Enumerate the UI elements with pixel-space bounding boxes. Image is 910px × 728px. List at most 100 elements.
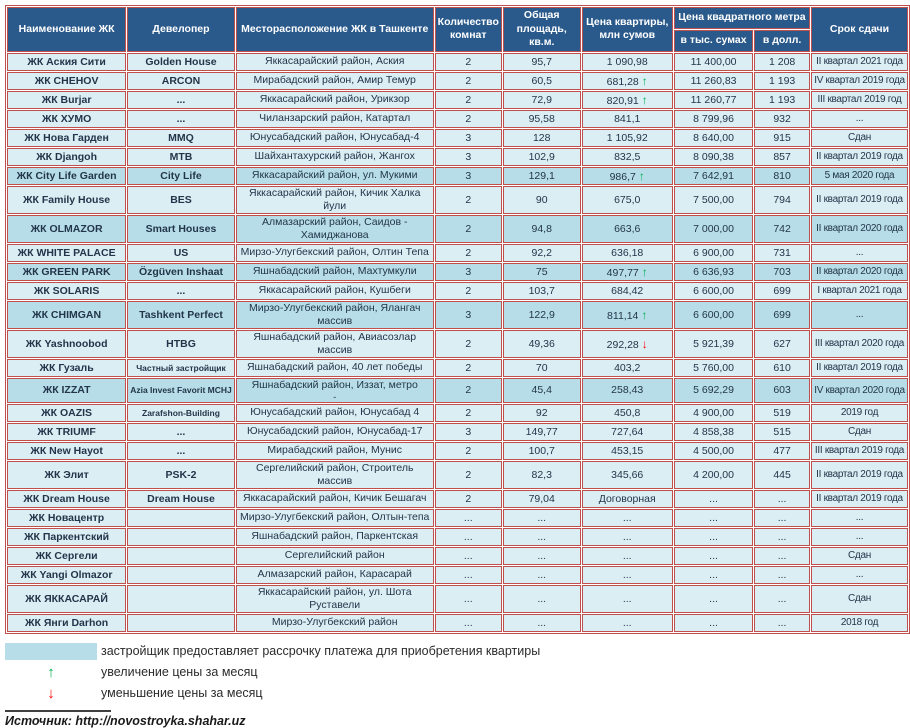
cell-area: ... <box>502 613 581 632</box>
cell-price-per-sqm-usd: ... <box>754 489 810 508</box>
cell-developer: Smart Houses <box>127 214 235 243</box>
cell-price-per-sqm-sum: ... <box>673 584 754 613</box>
cell-price-per-sqm-sum: 8 799,96 <box>673 109 754 128</box>
cell-deadline: Сдан <box>810 546 908 565</box>
cell-price-per-sqm-usd: 794 <box>754 185 810 214</box>
cell-deadline: III квартал 2019 года <box>810 441 908 460</box>
cell-complex-name: ЖК Burjar <box>7 90 127 109</box>
cell-price: 1 090,98 <box>581 52 673 71</box>
table-row: ЖК IZZAT Azia Invest Favorit MCHJ Яшнаба… <box>7 377 908 403</box>
cell-rooms: 3 <box>434 128 502 147</box>
cell-price: 497,77 ↑ <box>581 262 673 281</box>
cell-price-per-sqm-sum: 7 000,00 <box>673 214 754 243</box>
housing-complex-table: Наименование ЖК Девелопер Месторасположе… <box>5 5 910 634</box>
cell-price: 453,15 <box>581 441 673 460</box>
table-row: ЖК ХУМО ... Чиланзарский район, Катартал… <box>7 109 908 128</box>
header-location: Месторасположение ЖК в Ташкенте <box>235 7 434 52</box>
cell-price-per-sqm-sum: 4 500,00 <box>673 441 754 460</box>
cell-deadline: II квартал 2019 года <box>810 489 908 508</box>
cell-price-per-sqm-sum: 4 858,38 <box>673 422 754 441</box>
cell-price-per-sqm-sum: ... <box>673 613 754 632</box>
cell-location: Юнусабадский район, Юнусабад-17 <box>235 422 434 441</box>
table-row: ЖК CHEHOV ARCON Мирабадский район, Амир … <box>7 71 908 90</box>
table-row: ЖК Элит PSK-2 Сергелийский район, Строит… <box>7 460 908 489</box>
table-row: ЖК Гузаль Частный застройщик Яшнабадский… <box>7 358 908 377</box>
cell-price: Договорная <box>581 489 673 508</box>
table-row: ЖК Burjar ... Яккасарайский район, Урикз… <box>7 90 908 109</box>
cell-developer: Tashkent Perfect <box>127 300 235 329</box>
cell-price-per-sqm-usd: ... <box>754 613 810 632</box>
cell-price-per-sqm-sum: 6 900,00 <box>673 243 754 262</box>
cell-deadline: 5 мая 2020 года <box>810 166 908 185</box>
table-row: ЖК GREEN PARK Özgüven Inshaat Яшнабадски… <box>7 262 908 281</box>
cell-price-per-sqm-usd: 857 <box>754 147 810 166</box>
cell-price-per-sqm-sum: 7 500,00 <box>673 185 754 214</box>
cell-complex-name: ЖК Гузаль <box>7 358 127 377</box>
table-row: ЖК Family House BES Яккасарайский район,… <box>7 185 908 214</box>
cell-price: 832,5 <box>581 147 673 166</box>
cell-price-per-sqm-usd: 699 <box>754 281 810 300</box>
arrow-down-icon: ↓ <box>641 336 648 351</box>
cell-area: 95,7 <box>502 52 581 71</box>
cell-developer <box>127 613 235 632</box>
cell-complex-name: ЖК ЯККАСАРАЙ <box>7 584 127 613</box>
cell-price: 292,28 ↓ <box>581 329 673 358</box>
cell-rooms: ... <box>434 584 502 613</box>
header-area: Общая площадь, кв.м. <box>502 7 581 52</box>
cell-rooms: ... <box>434 527 502 546</box>
cell-developer <box>127 565 235 584</box>
table-row: ЖК TRIUMF ... Юнусабадский район, Юнусаб… <box>7 422 908 441</box>
legend-price-up-row: ↑ увеличение цены за месяц <box>5 664 910 681</box>
cell-area: 95,58 <box>502 109 581 128</box>
table-header: Наименование ЖК Девелопер Месторасположе… <box>7 7 908 52</box>
arrow-up-icon: ↑ <box>641 307 648 322</box>
cell-developer: Dream House <box>127 489 235 508</box>
cell-deadline: ... <box>810 565 908 584</box>
cell-price-per-sqm-usd: 742 <box>754 214 810 243</box>
cell-complex-name: ЖК CHEHOV <box>7 71 127 90</box>
cell-price-per-sqm-sum: 7 642,91 <box>673 166 754 185</box>
cell-price: 258,43 <box>581 377 673 403</box>
cell-location: Алмазарский район, Саидов - Хамиджанова <box>235 214 434 243</box>
cell-deadline: I квартал 2021 года <box>810 281 908 300</box>
cell-complex-name: ЖК Янги Darhon <box>7 613 127 632</box>
table-row: ЖК Djangoh MTB Шайхантахурский район, Жа… <box>7 147 908 166</box>
cell-deadline: II квартал 2019 года <box>810 358 908 377</box>
cell-location: Сергелийский район <box>235 546 434 565</box>
table-row: ЖК Нова Гарден MMQ Юнусабадский район, Ю… <box>7 128 908 147</box>
cell-rooms: 3 <box>434 422 502 441</box>
cell-price: ... <box>581 508 673 527</box>
cell-developer: Частный застройщик <box>127 358 235 377</box>
cell-rooms: 2 <box>434 185 502 214</box>
table-row: ЖК City Life Garden City Life Яккасарайс… <box>7 166 908 185</box>
cell-location: Мирзо-Улугбекский район, Олтын-тепа <box>235 508 434 527</box>
cell-rooms: 2 <box>434 329 502 358</box>
cell-price-per-sqm-usd: ... <box>754 584 810 613</box>
cell-location: Яшнабадский район, Махтумкули <box>235 262 434 281</box>
cell-developer <box>127 527 235 546</box>
table-row: ЖК Аския Сити Golden House Яккасарайский… <box>7 52 908 71</box>
table-row: ЖК SOLARIS ... Яккасарайский район, Кушб… <box>7 281 908 300</box>
cell-location: Юнусабадский район, Юнусабад-4 <box>235 128 434 147</box>
cell-location: Чиланзарский район, Катартал <box>235 109 434 128</box>
cell-complex-name: ЖК IZZAT <box>7 377 127 403</box>
cell-developer: ... <box>127 281 235 300</box>
cell-area: 102,9 <box>502 147 581 166</box>
table-row: ЖК Dream House Dream House Яккасарайский… <box>7 489 908 508</box>
cell-price: ... <box>581 584 673 613</box>
cell-price: 986,7 ↑ <box>581 166 673 185</box>
cell-rooms: ... <box>434 546 502 565</box>
cell-developer: Zarafshon-Building <box>127 403 235 422</box>
cell-location: Мирабадский район, Амир Темур <box>235 71 434 90</box>
table-row: ЖК Yashnoobod HTBG Яшнабадский район, Ав… <box>7 329 908 358</box>
cell-location: Сергелийский район, Строитель массив <box>235 460 434 489</box>
cell-rooms: 2 <box>434 90 502 109</box>
table-row: ЖК OAZIS Zarafshon-Building Юнусабадский… <box>7 403 908 422</box>
cell-developer: Özgüven Inshaat <box>127 262 235 281</box>
cell-area: 75 <box>502 262 581 281</box>
cell-price-per-sqm-sum: ... <box>673 565 754 584</box>
cell-developer <box>127 508 235 527</box>
cell-complex-name: ЖК City Life Garden <box>7 166 127 185</box>
cell-complex-name: ЖК Dream House <box>7 489 127 508</box>
